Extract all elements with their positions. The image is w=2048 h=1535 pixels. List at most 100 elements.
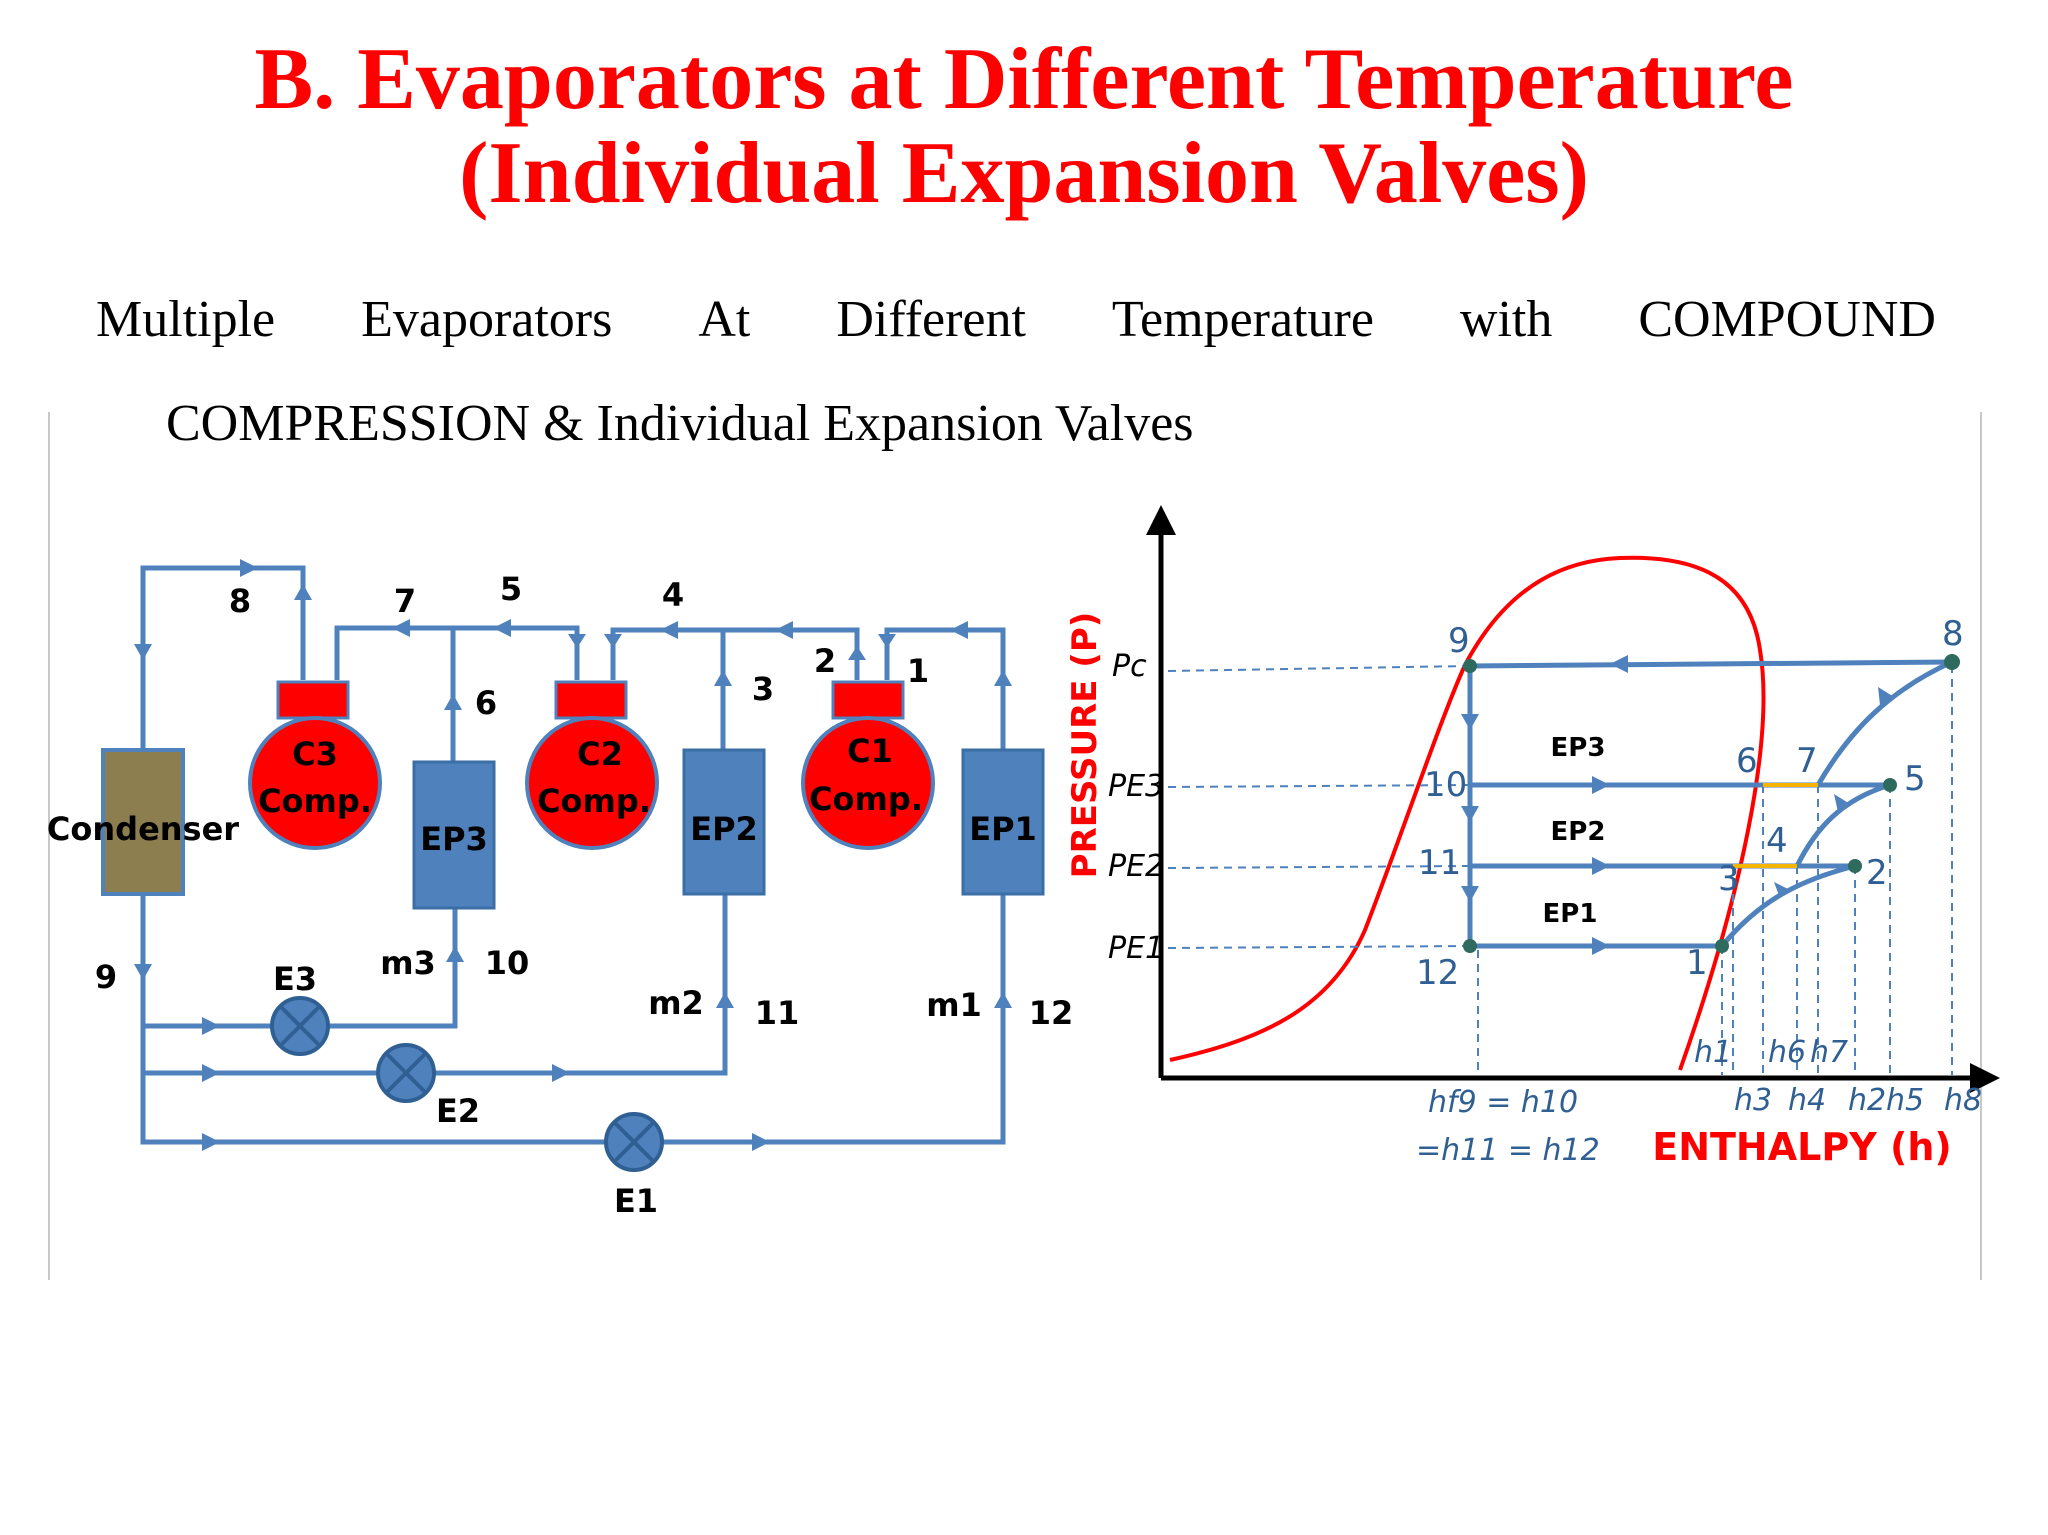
tick-label: PE2 bbox=[1108, 849, 1164, 884]
marker-5 bbox=[1883, 778, 1897, 792]
arrow-down-cond bbox=[134, 644, 152, 660]
h-label: h2 bbox=[1848, 1083, 1886, 1118]
subtitle-word: At bbox=[698, 291, 751, 348]
evaporator-label: EP2 bbox=[690, 810, 758, 848]
arrow-up-ep1 bbox=[994, 670, 1012, 686]
compressor-id: C1 bbox=[847, 732, 893, 770]
arrow-6 bbox=[444, 694, 462, 710]
guide-lines bbox=[1167, 665, 1953, 1075]
arrow-7 bbox=[392, 619, 410, 637]
point-label: 6 bbox=[475, 684, 497, 722]
compression-4-5 bbox=[1794, 782, 1891, 868]
point-label: 2 bbox=[814, 642, 836, 680]
h-label: h5 bbox=[1886, 1083, 1924, 1118]
flow-label: m2 bbox=[648, 984, 704, 1022]
arrow-5 bbox=[493, 619, 511, 637]
arrow-4b bbox=[775, 621, 793, 639]
h-label: h3 bbox=[1734, 1083, 1772, 1118]
marker-2 bbox=[1848, 859, 1862, 873]
arrow-ep2 bbox=[1592, 857, 1610, 875]
arrow-comp1 bbox=[1774, 882, 1790, 898]
arrow-comp3 bbox=[1878, 687, 1894, 705]
tick-label: Pc bbox=[1112, 649, 1147, 684]
point-label: 5 bbox=[500, 570, 522, 608]
h-label: h7 bbox=[1810, 1035, 1848, 1070]
flow-arrows bbox=[134, 559, 1012, 1151]
arrow-throttle-1 bbox=[1461, 714, 1479, 730]
arrow-2 bbox=[848, 646, 866, 660]
compressor-body bbox=[248, 716, 382, 850]
point-label: 11 bbox=[755, 994, 800, 1032]
point-label: 4 bbox=[1766, 821, 1788, 861]
point-label: 10 bbox=[1424, 765, 1467, 805]
arrow-m2 bbox=[716, 992, 734, 1008]
compressor-label: Comp. bbox=[258, 782, 372, 820]
hf-equation-line1: hf9 = h10 bbox=[1428, 1085, 1578, 1120]
pipe-e2 bbox=[143, 894, 728, 1076]
arrow-down-9 bbox=[134, 964, 152, 980]
subtitle-word: with bbox=[1459, 291, 1553, 348]
marker-12 bbox=[1463, 939, 1477, 953]
arrow-1a bbox=[878, 634, 896, 648]
guide-pe1 bbox=[1167, 945, 1471, 949]
point-label: 5 bbox=[1904, 759, 1926, 799]
pipe-9 bbox=[140, 894, 1006, 1145]
flow-label: m3 bbox=[380, 944, 436, 982]
arrow-1b bbox=[950, 621, 968, 639]
image-frame-left bbox=[48, 412, 50, 1280]
evap-label: EP3 bbox=[1551, 733, 1606, 763]
point-label: 3 bbox=[752, 670, 774, 708]
pipe-1 bbox=[884, 627, 1006, 750]
point-label: 7 bbox=[1796, 741, 1818, 781]
point-label: 8 bbox=[229, 582, 251, 620]
arrow-4 bbox=[660, 621, 678, 639]
point-label: 6 bbox=[1736, 741, 1758, 781]
pipe-7-5 bbox=[334, 625, 580, 680]
h-label: h8 bbox=[1944, 1083, 1982, 1118]
image-frame-right bbox=[1980, 412, 1982, 1280]
x-axis-label: ENTHALPY (h) bbox=[1652, 1125, 1952, 1169]
compressor-c1: C1 Comp. bbox=[801, 680, 935, 850]
enthalpy-labels: h1 h6 h7 h3 h4 h2 h5 h8 hf9 = h10 =h11 =… bbox=[1416, 1035, 1982, 1168]
h-label: h1 bbox=[1694, 1035, 1732, 1070]
h-label: h6 bbox=[1768, 1035, 1806, 1070]
schematic bbox=[140, 565, 1006, 1145]
line-8-9 bbox=[1467, 659, 1953, 669]
point-label: 11 bbox=[1418, 843, 1461, 883]
subtitle-word: COMPOUND bbox=[1638, 291, 1936, 348]
compressor-head bbox=[831, 680, 905, 720]
compressor-label: Comp. bbox=[809, 780, 923, 818]
condenser-label: Condenser bbox=[47, 810, 239, 848]
marker-9 bbox=[1463, 659, 1477, 673]
compressor-head bbox=[554, 680, 628, 720]
pressure-ticks: Pc PE3 PE2 PE1 bbox=[1108, 649, 1164, 966]
arrow-e1-out bbox=[752, 1133, 770, 1151]
evap-label: EP1 bbox=[1543, 899, 1598, 929]
point-label: 3 bbox=[1718, 859, 1740, 899]
saturation-dome bbox=[1169, 555, 1766, 1071]
tick-label: PE3 bbox=[1108, 769, 1164, 804]
cycle-arrows bbox=[1461, 655, 1894, 955]
arrow-e3-in bbox=[202, 1017, 220, 1035]
arrow-down-c2b bbox=[604, 634, 622, 648]
state-point-labels: 9 8 10 6 7 5 11 4 3 2 12 1 bbox=[1416, 614, 1964, 993]
marker-1 bbox=[1715, 939, 1729, 953]
marker-8 bbox=[1944, 654, 1960, 670]
point-label: 1 bbox=[907, 652, 929, 690]
valve-cross bbox=[279, 1005, 321, 1047]
subtitle-word: Different bbox=[836, 291, 1026, 348]
point-label: 12 bbox=[1029, 994, 1074, 1032]
subtitle-line2: COMPRESSION & Individual Expansion Valve… bbox=[166, 395, 1194, 452]
y-axis-label: PRESSURE (P) bbox=[1065, 612, 1105, 879]
valve-label: E2 bbox=[436, 1092, 480, 1130]
point-label: 4 bbox=[662, 576, 684, 614]
arrow-ep3 bbox=[1592, 776, 1610, 794]
compressor-body bbox=[801, 716, 935, 850]
cycle-lines bbox=[1467, 659, 1954, 949]
evaporator-label: EP3 bbox=[420, 820, 488, 858]
hf-equation-line2: =h11 = h12 bbox=[1416, 1133, 1600, 1168]
evaporator-ep3 bbox=[412, 760, 496, 910]
mixing-lines bbox=[1733, 783, 1818, 868]
compressor-c3: C3 Comp. bbox=[248, 680, 382, 850]
evaporator-ep1 bbox=[961, 748, 1045, 896]
